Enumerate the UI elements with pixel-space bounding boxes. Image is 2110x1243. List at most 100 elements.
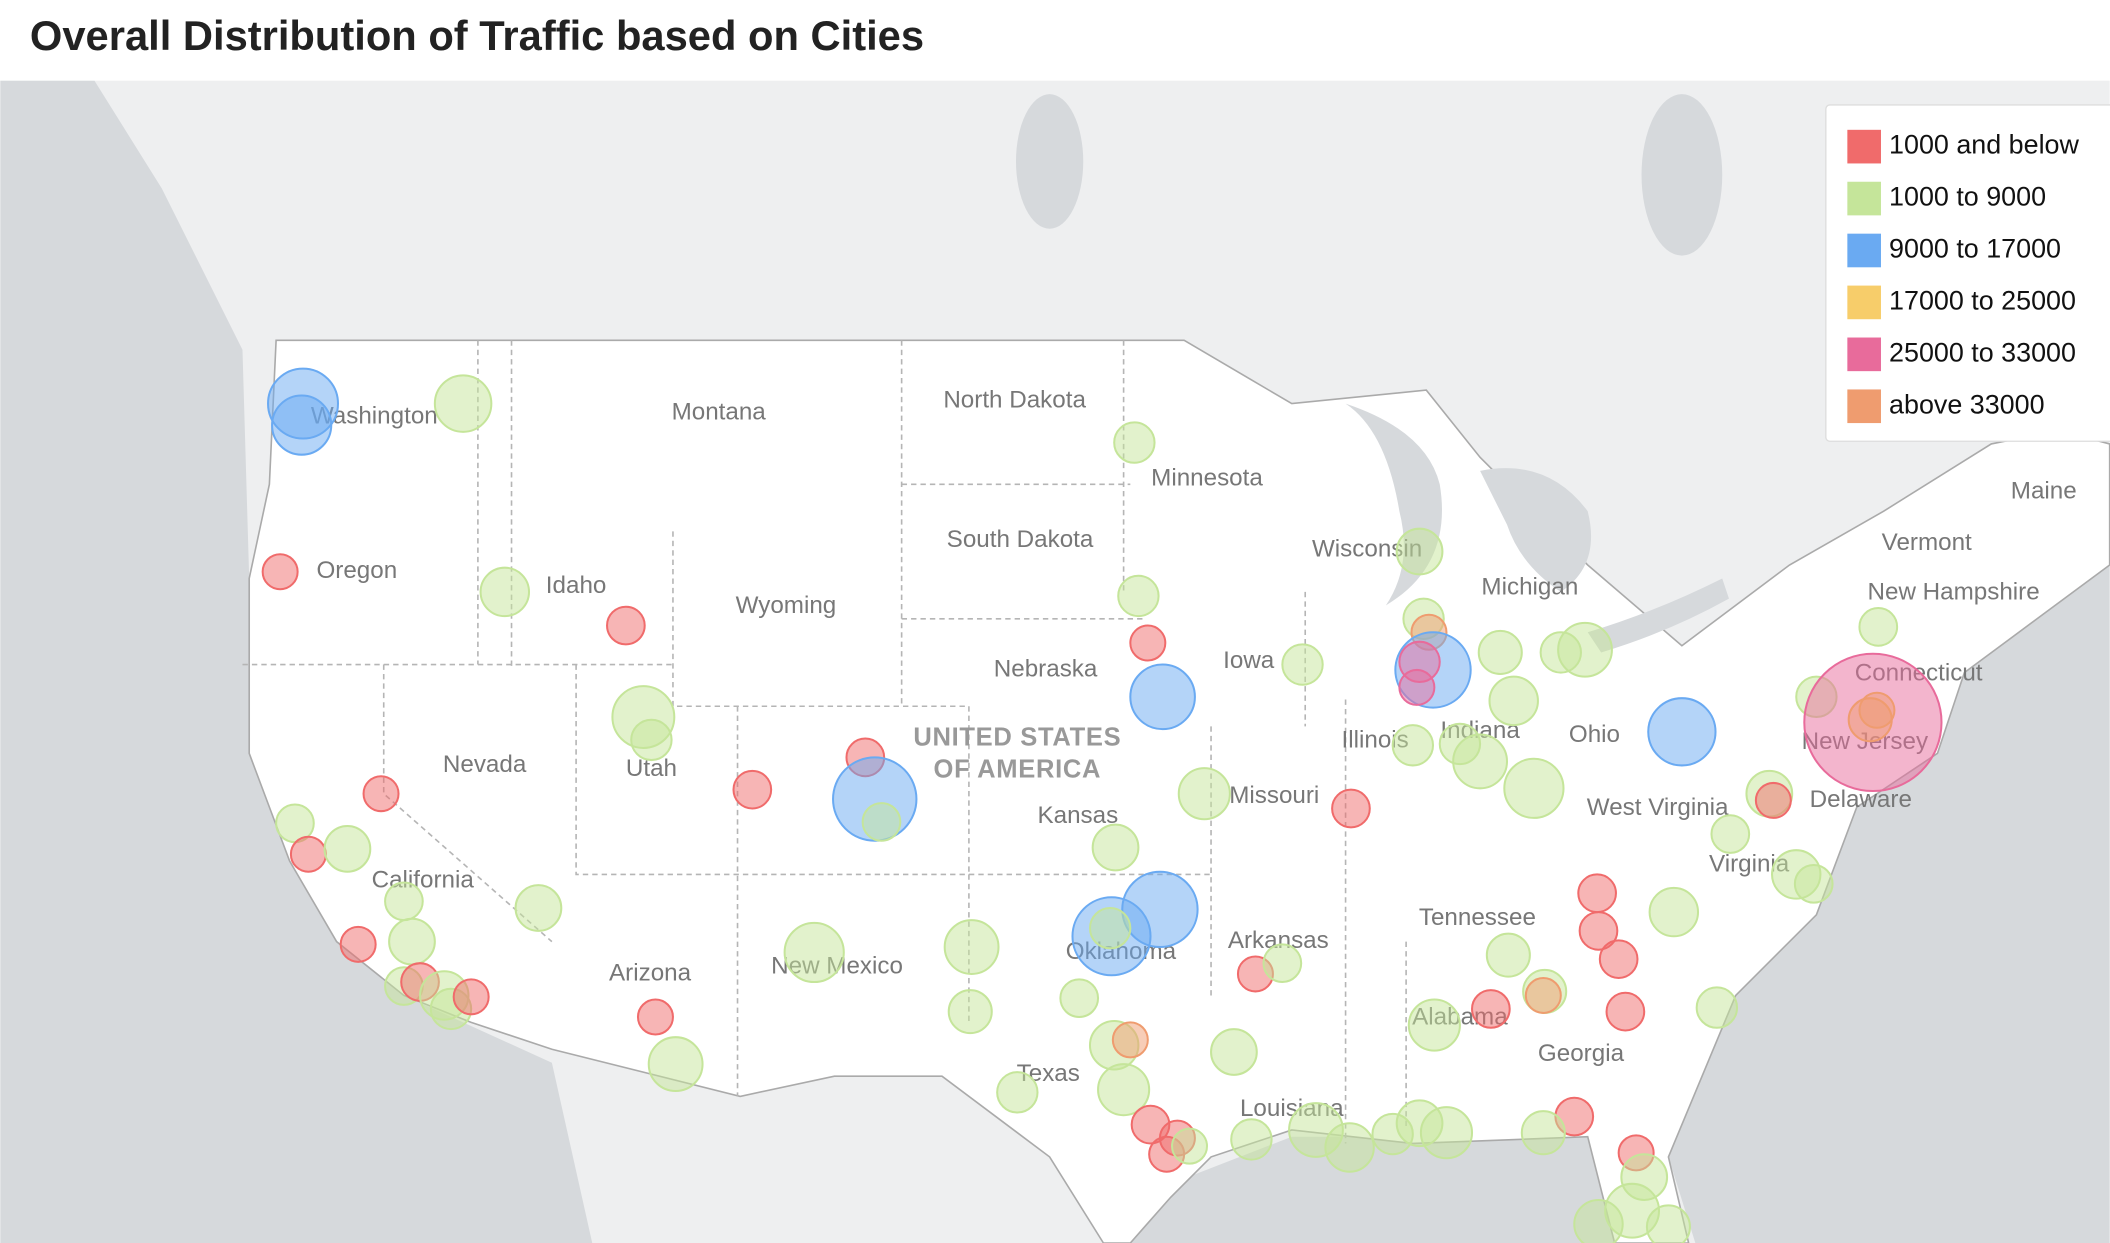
- city-bubble: [1578, 911, 1619, 951]
- state-label: Ohio: [1569, 721, 1620, 748]
- state-label: Idaho: [546, 572, 607, 599]
- state-label: West Virginia: [1587, 794, 1729, 821]
- city-bubble: [1520, 1110, 1566, 1156]
- city-bubble: [861, 802, 902, 842]
- state-label: Missouri: [1229, 782, 1319, 809]
- state-label: Nevada: [443, 751, 527, 778]
- city-bubble: [1111, 1021, 1149, 1059]
- city-bubble: [1645, 1204, 1691, 1243]
- city-bubble: [1091, 823, 1140, 872]
- city-bubble: [1858, 607, 1899, 647]
- city-bubble: [943, 919, 1000, 975]
- city-bubble: [1858, 691, 1896, 729]
- legend-swatch: [1847, 389, 1881, 424]
- city-bubble: [1605, 991, 1646, 1032]
- legend-label: 17000 to 25000: [1889, 286, 2076, 316]
- legend-swatch: [1847, 337, 1881, 372]
- city-bubble: [1129, 663, 1196, 731]
- legend-box: [1825, 104, 2110, 442]
- city-bubble: [1117, 574, 1160, 618]
- state-label: Georgia: [1538, 1040, 1625, 1067]
- city-bubble: [289, 835, 327, 873]
- city-bubble: [636, 998, 674, 1036]
- city-bubble: [261, 553, 299, 591]
- legend-swatch: [1847, 233, 1881, 268]
- city-bubble: [1059, 978, 1100, 1019]
- state-label: Wyoming: [736, 592, 837, 619]
- city-bubble: [1793, 863, 1834, 904]
- city-bubble: [1262, 943, 1303, 984]
- city-bubble: [339, 925, 377, 963]
- city-bubble: [1710, 814, 1751, 854]
- city-bubble: [732, 769, 773, 810]
- atlantic: [1668, 565, 2110, 1243]
- city-bubble: [1524, 976, 1562, 1014]
- legend: 1000 and below 1000 to 9000 9000 to 17000 1…: [1825, 104, 2110, 442]
- state-label: Iowa: [1223, 647, 1275, 674]
- lake-huron: [1480, 468, 1592, 592]
- lake-erie: [1587, 578, 1729, 653]
- city-bubble: [1695, 986, 1739, 1029]
- lake: [1641, 94, 1723, 256]
- state-label: Oregon: [316, 557, 397, 584]
- city-bubble: [1485, 932, 1531, 978]
- country-label: UNITED STATES: [913, 723, 1121, 751]
- city-bubble: [1391, 724, 1435, 767]
- city-bubble: [1129, 624, 1167, 662]
- city-bubble: [647, 1036, 704, 1092]
- country-label: OF AMERICA: [934, 756, 1102, 784]
- city-bubble: [1573, 1198, 1624, 1243]
- state-label: Montana: [672, 398, 767, 425]
- city-bubble: [323, 824, 372, 873]
- city-bubble: [1438, 722, 1482, 766]
- state-label: Maine: [2011, 478, 2077, 505]
- state-label: Nebraska: [994, 655, 1098, 682]
- state-label: Vermont: [1882, 529, 1972, 556]
- city-bubble: [1210, 1028, 1258, 1076]
- city-bubble: [630, 718, 673, 762]
- city-bubble: [996, 1071, 1039, 1114]
- city-bubble: [1647, 697, 1717, 767]
- city-bubble: [1113, 421, 1156, 464]
- city-bubble: [1488, 675, 1539, 727]
- city-bubble: [1230, 1118, 1273, 1161]
- city-bubble: [1557, 621, 1613, 678]
- legend-label: 1000 to 9000: [1889, 182, 2046, 212]
- city-bubble: [1503, 757, 1565, 819]
- lake: [1015, 94, 1084, 229]
- state-label: Minnesota: [1151, 464, 1263, 491]
- city-bubble: [271, 394, 333, 456]
- city-bubble: [1477, 629, 1523, 675]
- city-bubble: [1577, 873, 1617, 914]
- state-label: Michigan: [1481, 573, 1578, 600]
- state-label: Arizona: [609, 959, 692, 986]
- city-bubble: [606, 605, 646, 646]
- state-label: New Hampshire: [1868, 579, 2040, 606]
- gulf: [1116, 1136, 1655, 1243]
- legend-swatch: [1847, 129, 1881, 164]
- state-label: Tennessee: [1419, 904, 1536, 931]
- city-bubble: [1407, 998, 1461, 1052]
- legend-label: 9000 to 17000: [1889, 234, 2061, 264]
- city-bubble: [1419, 1106, 1474, 1160]
- state-label: South Dakota: [947, 526, 1094, 553]
- legend-label: 1000 and below: [1889, 130, 2079, 160]
- bubbles: [261, 367, 1943, 1243]
- city-bubble: [1324, 1122, 1375, 1173]
- city-bubble: [514, 884, 563, 932]
- city-bubble: [1097, 1063, 1151, 1117]
- legend-items: 1000 and below 1000 to 9000 9000 to 17000 1…: [1847, 129, 2080, 424]
- legend-swatch: [1847, 181, 1881, 216]
- city-bubble: [1171, 1127, 1209, 1165]
- city-bubble: [362, 775, 400, 813]
- city-bubble: [388, 917, 436, 966]
- city-bubble: [1177, 767, 1231, 821]
- city-bubble: [479, 566, 531, 618]
- legend-swatch: [1847, 285, 1881, 320]
- page-title: Overall Distribution of Traffic based on…: [30, 12, 924, 59]
- city-bubble: [1331, 788, 1371, 829]
- city-bubble: [1648, 886, 1700, 938]
- city-bubble: [384, 881, 424, 922]
- city-bubble: [1754, 781, 1792, 819]
